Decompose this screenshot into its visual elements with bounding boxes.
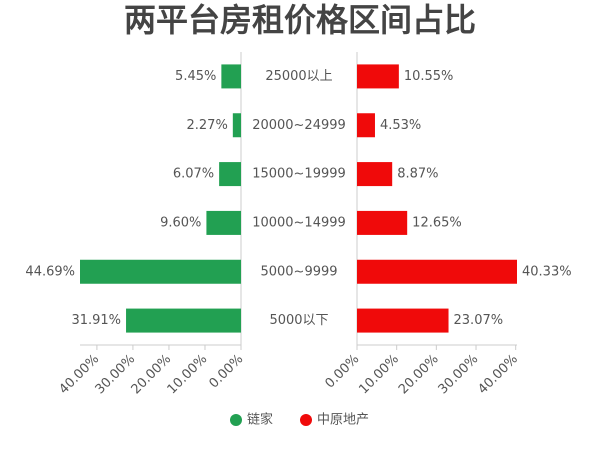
legend-label: 中原地产 [317,413,369,428]
category-label: 20000~24999 [252,118,346,133]
value-label: 9.60% [160,215,201,230]
category-label: 5000~9999 [260,264,337,279]
bar [206,210,241,235]
bar [232,113,241,138]
value-label: 5.45% [175,69,216,84]
category-label: 10000~14999 [252,215,346,230]
bar [357,308,449,333]
value-label: 40.33% [522,264,572,279]
x-tick-label: 0.00% [206,352,246,392]
bar [80,259,241,284]
value-label: 10.55% [404,69,454,84]
bar [219,162,241,187]
x-tick-label: 30.00% [436,352,482,398]
value-label: 44.69% [25,264,75,279]
bar [126,308,241,333]
bar [357,113,375,138]
value-label: 6.07% [173,167,214,182]
category-label: 5000以下 [269,313,328,328]
x-tick-label: 20.00% [396,352,442,398]
bar [221,64,241,89]
value-label: 23.07% [454,313,504,328]
value-label: 12.65% [412,215,462,230]
legend-marker [300,414,312,426]
x-tick-label: 40.00% [475,352,521,398]
x-tick-label: 10.00% [165,352,211,398]
bar [357,162,393,187]
legend-marker [230,414,242,426]
legend-label: 链家 [247,412,273,428]
chart-title: 两平台房租价格区间占比 [124,1,476,39]
bar [357,259,517,284]
x-tick-label: 10.00% [356,352,402,398]
value-label: 2.27% [187,118,228,133]
bar [357,64,399,89]
category-label: 15000~19999 [252,167,346,182]
value-label: 8.87% [397,167,438,182]
value-label: 4.53% [380,118,421,133]
bar [357,210,408,235]
category-label: 25000以上 [265,69,332,84]
value-label: 31.91% [71,313,121,328]
